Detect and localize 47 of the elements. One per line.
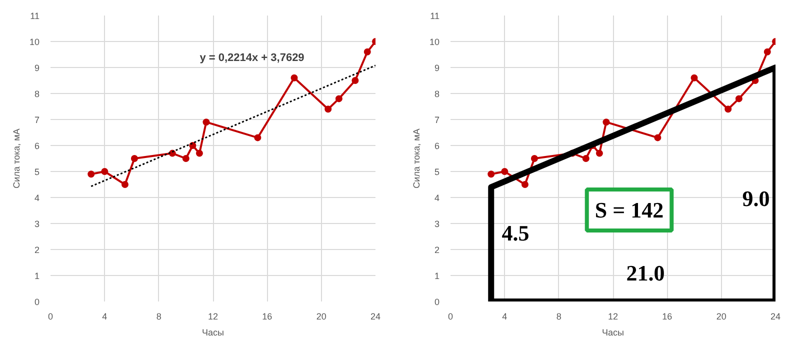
y-tick-label: 1	[34, 271, 40, 281]
annotation: 21.0	[626, 260, 665, 286]
x-tick-label: 12	[208, 312, 218, 322]
x-tick-label: 8	[556, 312, 562, 322]
x-tick-label: 16	[262, 312, 272, 322]
annotation: y = 0,2214x + 3,7629	[200, 52, 304, 64]
y-tick-label: 2	[34, 245, 40, 255]
y-tick-label: 11	[30, 11, 40, 21]
annotation: 4.5	[502, 220, 530, 246]
y-tick-label: 4	[34, 193, 40, 203]
x-tick-label: 20	[716, 312, 726, 322]
y-tick-label: 1	[434, 271, 440, 281]
x-tick-label: 24	[370, 312, 381, 322]
y-tick-label: 6	[34, 141, 40, 151]
x-tick-label: 4	[502, 312, 508, 322]
y-tick-label: 7	[34, 115, 40, 125]
y-tick-label: 9	[34, 63, 40, 73]
y-tick-label: 2	[434, 245, 440, 255]
y-tick-label: 3	[34, 219, 40, 229]
y-tick-label: 11	[430, 11, 440, 21]
x-tick-label: 0	[48, 312, 54, 322]
x-tick-label: 8	[156, 312, 162, 322]
y-tick-label: 8	[34, 89, 40, 99]
y-tick-label: 4	[434, 193, 440, 203]
y-axis-title: Сила тока, мА	[11, 128, 22, 188]
y-tick-label: 6	[434, 141, 440, 151]
y-tick-label: 8	[434, 89, 440, 99]
y-tick-label: 3	[434, 219, 440, 229]
y-tick-label: 0	[34, 297, 40, 307]
y-tick-label: 7	[434, 115, 440, 125]
y-tick-label: 9	[434, 63, 440, 73]
x-tick-label: 4	[102, 312, 108, 322]
x-tick-label: 12	[608, 312, 618, 322]
x-tick-label: 24	[770, 312, 781, 322]
y-axis-title: Сила тока, мА	[411, 128, 422, 188]
x-axis-title: Часы	[602, 328, 624, 338]
x-tick-label: 0	[448, 312, 454, 322]
annotation: S = 142	[594, 197, 664, 222]
y-tick-label: 5	[434, 167, 440, 177]
x-tick-label: 16	[662, 312, 672, 322]
y-tick-label: 10	[429, 37, 440, 47]
x-axis-title: Часы	[202, 328, 224, 338]
annotation: 9.0	[742, 186, 770, 212]
y-tick-label: 10	[29, 37, 40, 47]
y-tick-label: 5	[34, 167, 40, 177]
y-tick-label: 0	[434, 297, 440, 307]
x-tick-label: 20	[316, 312, 326, 322]
